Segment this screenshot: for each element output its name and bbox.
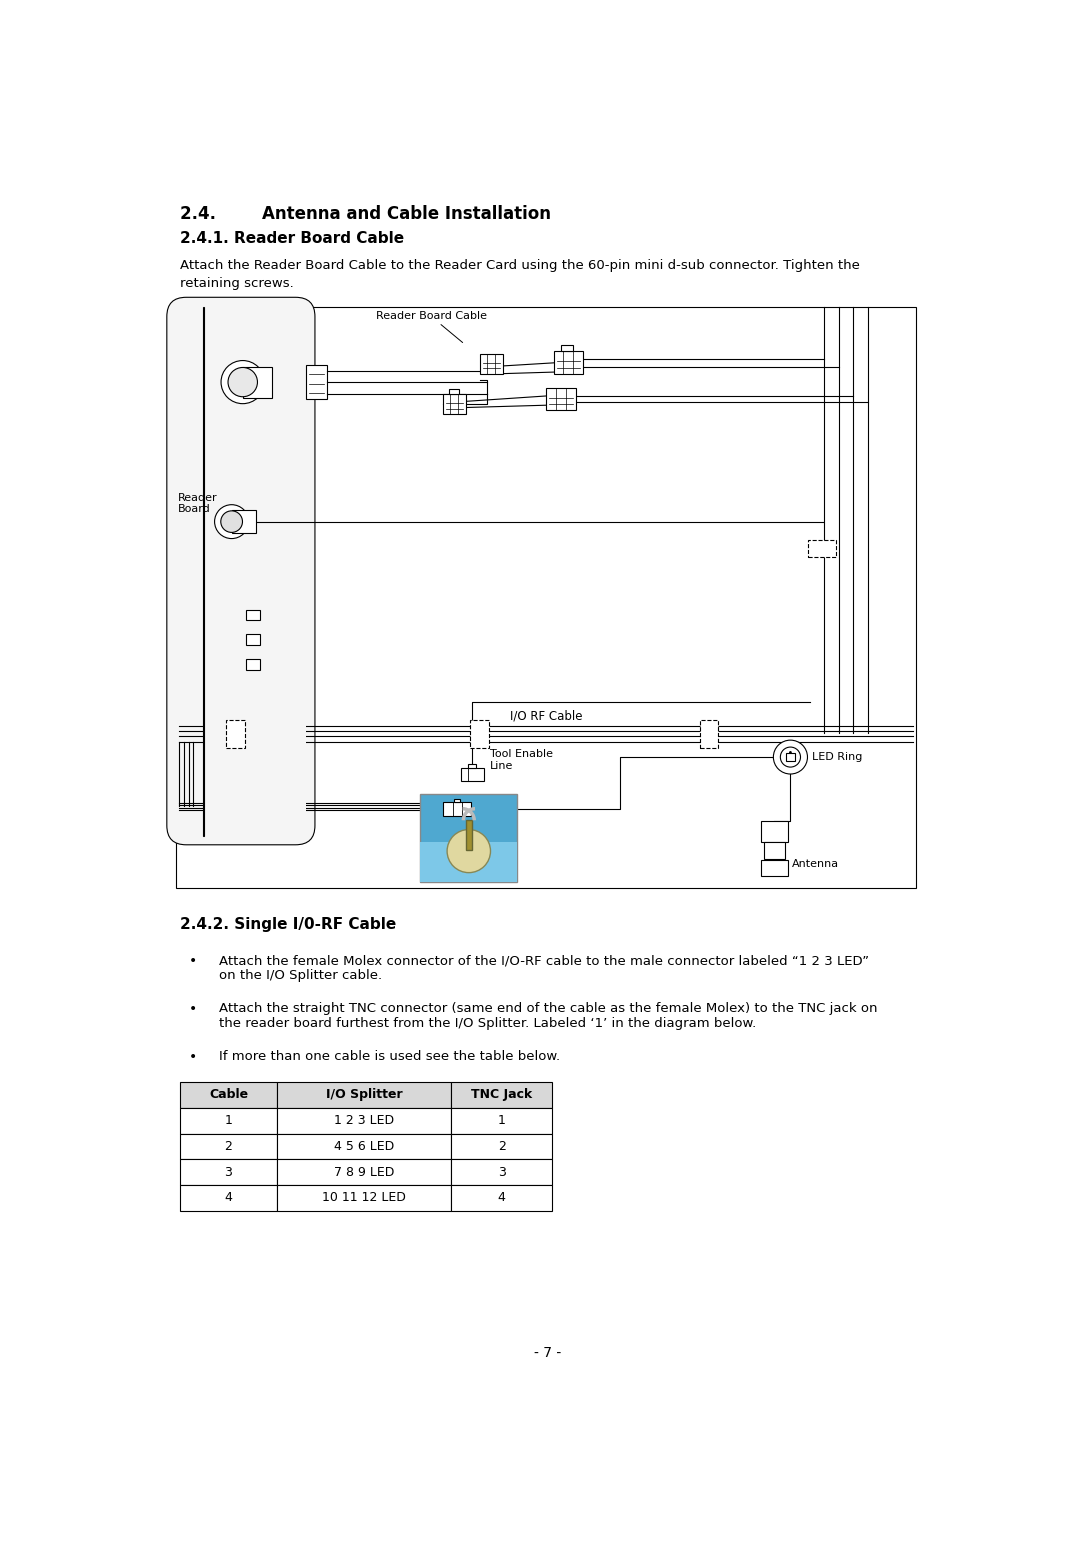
Bar [760, 860, 788, 876]
Bar [460, 769, 484, 781]
Text: If more than one cable is used see the table below.: If more than one cable is used see the t… [219, 1049, 560, 1063]
Text: •: • [189, 1049, 198, 1064]
Text: 1: 1 [498, 1114, 505, 1128]
Bar [305, 365, 328, 399]
Circle shape [789, 752, 791, 753]
Text: 1: 1 [224, 1114, 233, 1128]
Text: 2.4.1. Reader Board Cable: 2.4.1. Reader Board Cable [180, 231, 404, 246]
Circle shape [781, 747, 801, 767]
Text: I/O Splitter: I/O Splitter [326, 1089, 403, 1101]
Text: 4: 4 [224, 1191, 233, 1205]
Text: Reader
Board: Reader Board [177, 492, 217, 514]
Bar [468, 764, 476, 769]
Bar [449, 388, 459, 394]
Circle shape [221, 511, 242, 532]
Bar [443, 803, 471, 817]
Text: 10 11 12 LED: 10 11 12 LED [323, 1191, 406, 1205]
Text: - 7 -: - 7 - [534, 1346, 561, 1360]
Circle shape [215, 504, 249, 538]
Text: 4: 4 [498, 1191, 505, 1205]
Bar [203, 306, 305, 835]
Bar [764, 843, 785, 859]
Bar [421, 842, 517, 882]
Bar [562, 345, 572, 351]
Text: I/O RF Cable: I/O RF Cable [509, 709, 582, 722]
Circle shape [447, 829, 490, 873]
Text: 2.4.2. Single I/0-RF Cable: 2.4.2. Single I/0-RF Cable [180, 917, 396, 933]
Bar [277, 1108, 452, 1134]
Circle shape [221, 360, 265, 404]
Bar [760, 821, 788, 843]
Text: •: • [189, 954, 198, 968]
Bar [452, 1134, 552, 1159]
Bar [454, 798, 460, 803]
Text: 2.4.        Antenna and Cable Installation: 2.4. Antenna and Cable Installation [180, 204, 551, 223]
Bar [277, 1134, 452, 1159]
Bar [180, 1159, 277, 1185]
Text: Attach the straight TNC connector (same end of the cable as the female Molex) to: Attach the straight TNC connector (same … [219, 1002, 877, 1030]
Text: LED Ring: LED Ring [812, 752, 863, 763]
Text: Tool Enable
Line: Tool Enable Line [490, 749, 553, 770]
Bar [226, 719, 245, 747]
Bar [180, 1134, 277, 1159]
Bar [247, 659, 261, 670]
Text: TNC Jack: TNC Jack [471, 1089, 532, 1101]
Bar [277, 1081, 452, 1108]
Bar [553, 351, 583, 374]
Bar [180, 1185, 277, 1211]
Bar [242, 367, 272, 398]
Bar [452, 1081, 552, 1108]
Bar [180, 1108, 277, 1134]
Circle shape [773, 739, 807, 774]
Bar [480, 354, 503, 374]
Text: Cable: Cable [209, 1089, 248, 1101]
Bar [247, 634, 261, 645]
Text: 2: 2 [498, 1140, 505, 1153]
Text: •: • [189, 1002, 198, 1016]
Text: Antenna: Antenna [791, 859, 839, 868]
Bar [442, 394, 466, 415]
Circle shape [227, 368, 257, 396]
Text: 7 8 9 LED: 7 8 9 LED [334, 1166, 394, 1179]
Text: Reader Board Cable: Reader Board Cable [376, 311, 487, 322]
Text: 3: 3 [224, 1166, 233, 1179]
Bar [700, 719, 719, 747]
Bar [180, 1081, 277, 1108]
Bar [176, 306, 916, 888]
Bar [786, 753, 795, 761]
Text: 3: 3 [498, 1166, 505, 1179]
Bar [808, 540, 836, 557]
Bar [546, 388, 576, 410]
Bar [247, 610, 261, 620]
Bar [421, 794, 517, 882]
Text: 2: 2 [224, 1140, 233, 1153]
Bar [470, 719, 489, 747]
Text: Attach the Reader Board Cable to the Reader Card using the 60-pin mini d-sub con: Attach the Reader Board Cable to the Rea… [180, 258, 860, 289]
Text: 1 2 3 LED: 1 2 3 LED [334, 1114, 394, 1128]
Text: 4 5 6 LED: 4 5 6 LED [334, 1140, 394, 1153]
Bar [466, 820, 472, 849]
Bar [452, 1108, 552, 1134]
FancyBboxPatch shape [167, 297, 315, 845]
Bar [452, 1159, 552, 1185]
Text: Attach the female Molex connector of the I/O-RF cable to the male connector labe: Attach the female Molex connector of the… [219, 954, 869, 982]
Bar [452, 1185, 552, 1211]
Bar [277, 1185, 452, 1211]
Bar [232, 511, 256, 534]
Bar [277, 1159, 452, 1185]
